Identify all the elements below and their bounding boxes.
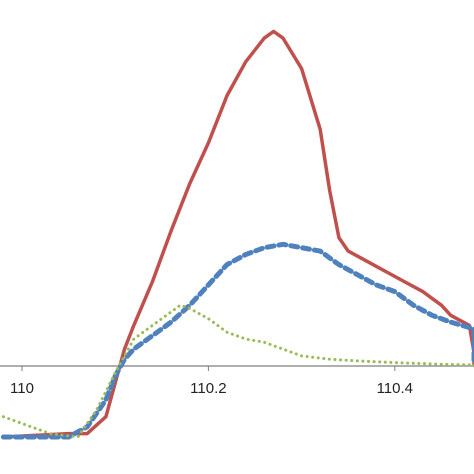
x-tick-label: 110.2 (190, 380, 226, 397)
x-axis (0, 365, 474, 371)
series-dashed-line (0, 241, 474, 440)
series-solid-line (1, 29, 474, 439)
x-tick-label: 110.4 (377, 380, 413, 397)
series-dotted-line (1, 303, 474, 439)
series-group (0, 29, 474, 440)
x-tick-label: 110 (10, 380, 34, 397)
